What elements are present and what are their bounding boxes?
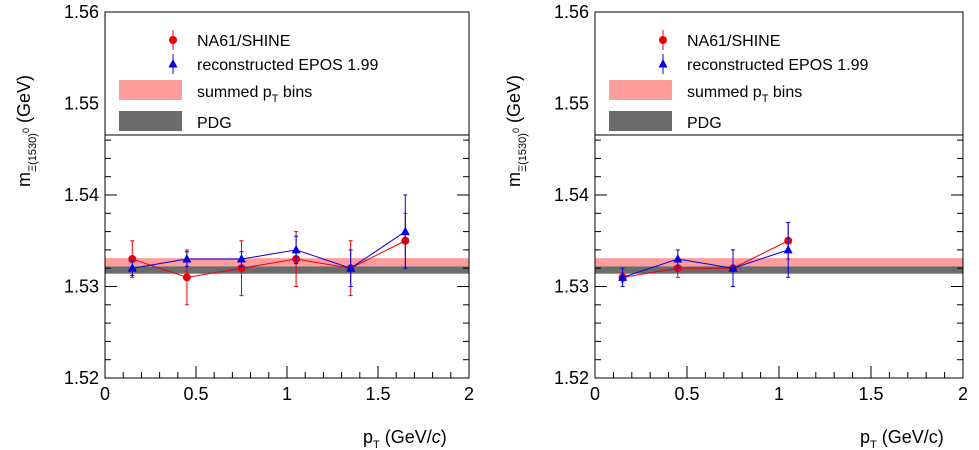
legend: NA61/SHINE reconstructed EPOS 1.99 summed … [595, 12, 963, 136]
legend-label: summed pT bins [687, 84, 802, 105]
x-tick-label: 1 [774, 384, 784, 404]
band-1 [595, 266, 963, 274]
data-point [182, 254, 192, 263]
series-reconstructed-epos-1-99 [127, 194, 410, 287]
series-line [622, 240, 789, 278]
series-na61-shine [618, 221, 793, 287]
legend-marker-circle [659, 36, 667, 44]
legend-label: NA61/SHINE [687, 33, 780, 50]
data-point [346, 263, 356, 272]
legend-swatch-summed [119, 80, 182, 100]
data-point [783, 244, 793, 254]
y-axis-title: mΞ(1530)0 (GeV) [504, 75, 529, 187]
legend-label: NA61/SHINE [197, 33, 290, 50]
y-tick-label: 1.55 [554, 94, 589, 114]
legend-marker-circle [169, 36, 177, 44]
legend-label: reconstructed EPOS 1.99 [197, 57, 379, 74]
legend-swatch-pdg [609, 111, 672, 131]
legend: NA61/SHINE reconstructed EPOS 1.99 summed … [105, 12, 469, 136]
y-tick-label: 1.53 [554, 277, 589, 297]
data-point [182, 273, 191, 282]
band-0 [595, 258, 963, 267]
legend-marker-triangle [658, 59, 668, 68]
legend-label: summed pT bins [197, 84, 312, 105]
chart-panel-2: 1.521.531.541.551.560 0.5 1 1.5 2NA61/SHINEr… [504, 2, 968, 450]
legend-swatch-pdg [119, 111, 182, 131]
legend-swatch-summed [609, 80, 672, 100]
band-0 [105, 258, 469, 267]
x-tick-label: 2 [464, 384, 474, 404]
x-tick-label: 0.5 [183, 384, 208, 404]
x-tick-label: 2 [958, 384, 968, 404]
y-tick-label: 1.55 [64, 94, 99, 114]
x-tick-label: 1.5 [365, 384, 390, 404]
legend-label: PDG [687, 115, 722, 132]
series-line [132, 231, 406, 269]
data-point [728, 263, 738, 272]
band-1 [105, 266, 469, 274]
data-point [127, 263, 137, 272]
legend-marker-triangle [168, 59, 178, 68]
data-point [291, 244, 301, 254]
series-reconstructed-epos-1-99 [618, 221, 793, 287]
x-axis-title: pT (GeV/c) [860, 427, 944, 450]
y-tick-label: 1.52 [64, 368, 99, 388]
y-tick-label: 1.56 [64, 2, 99, 22]
data-point [400, 226, 410, 236]
y-tick-label: 1.53 [64, 277, 99, 297]
legend-label: reconstructed EPOS 1.99 [687, 57, 869, 74]
x-tick-label: 1 [282, 384, 292, 404]
data-point [618, 272, 628, 281]
series-line [132, 240, 406, 278]
series-line [622, 249, 789, 278]
y-tick-label: 1.54 [64, 185, 99, 205]
x-axis-title: pT (GeV/c) [363, 427, 447, 450]
y-tick-label: 1.54 [554, 185, 589, 205]
data-point [237, 254, 246, 263]
legend-label: PDG [197, 115, 232, 132]
chart-panel-1: 1.521.531.541.551.560 0.5 1 1.5 2NA61/SHINEr… [14, 2, 474, 450]
x-tick-label: 0.5 [674, 384, 699, 404]
y-tick-label: 1.56 [554, 2, 589, 22]
data-point [673, 254, 683, 263]
x-tick-label: 0 [100, 384, 110, 404]
y-axis-title: mΞ(1530)0 (GeV) [14, 75, 39, 187]
x-tick-label: 0 [590, 384, 600, 404]
x-tick-label: 1.5 [858, 384, 883, 404]
y-tick-label: 1.52 [554, 368, 589, 388]
